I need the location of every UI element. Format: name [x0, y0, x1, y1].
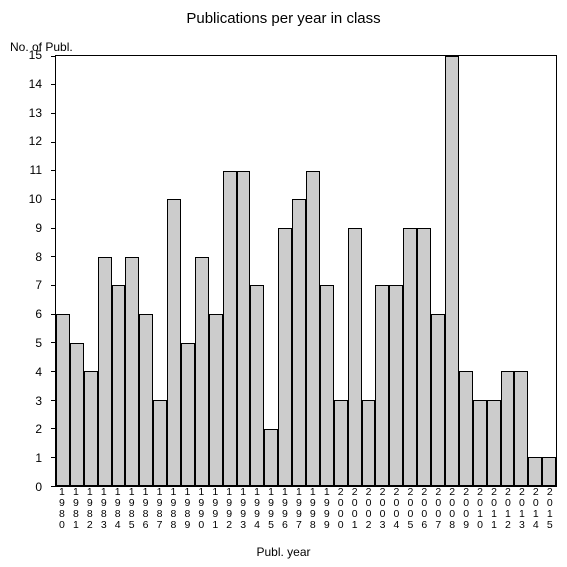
x-tick-label: 1992: [222, 487, 236, 531]
bar: [403, 228, 417, 486]
x-axis-title: Publ. year: [0, 545, 567, 559]
bar: [431, 314, 445, 486]
bar: [445, 56, 459, 486]
bar: [195, 257, 209, 486]
bar: [375, 285, 389, 486]
x-tick-label: 2007: [431, 487, 445, 531]
x-axis-labels: 1980198119821983198419851986198719881989…: [55, 487, 557, 531]
x-tick-label: 2015: [543, 487, 557, 531]
x-tick-label: 1999: [320, 487, 334, 531]
x-tick-label: 2012: [501, 487, 515, 531]
x-tick-label: 1984: [111, 487, 125, 531]
y-tick-label: 11: [30, 163, 42, 177]
bar: [237, 171, 251, 486]
x-tick-label: 1986: [139, 487, 153, 531]
bar: [264, 429, 278, 486]
bar: [389, 285, 403, 486]
bar: [98, 257, 112, 486]
x-tick-label: 1980: [55, 487, 69, 531]
y-tick-label: 9: [35, 221, 42, 235]
y-tick-label: 4: [35, 365, 42, 379]
plot-area: [55, 55, 557, 487]
bar: [250, 285, 264, 486]
y-tick-label: 2: [35, 422, 42, 436]
bar: [417, 228, 431, 486]
bar: [70, 343, 84, 486]
bar: [528, 457, 542, 486]
bar: [223, 171, 237, 486]
bar: [278, 228, 292, 486]
y-tick-label: 12: [29, 134, 42, 148]
bar: [320, 285, 334, 486]
y-axis-labels: 0123456789101112131415: [0, 55, 50, 487]
x-tick-label: 1981: [69, 487, 83, 531]
bar: [153, 400, 167, 486]
x-tick-label: 2002: [362, 487, 376, 531]
y-tick-label: 5: [35, 336, 42, 350]
y-tick-label: 6: [35, 307, 42, 321]
x-tick-label: 2011: [487, 487, 501, 531]
y-tick-label: 14: [29, 77, 42, 91]
bar: [514, 371, 528, 486]
x-tick-label: 2004: [390, 487, 404, 531]
bar: [487, 400, 501, 486]
y-tick-label: 10: [29, 192, 42, 206]
y-tick-label: 7: [35, 278, 42, 292]
x-tick-label: 2001: [348, 487, 362, 531]
chart-title: Publications per year in class: [0, 10, 567, 27]
x-tick-label: 1994: [250, 487, 264, 531]
bar: [292, 199, 306, 486]
y-tick-label: 1: [35, 451, 42, 465]
bars-group: [56, 56, 556, 486]
bar: [125, 257, 139, 486]
x-tick-label: 1993: [236, 487, 250, 531]
y-tick-label: 0: [35, 480, 42, 494]
bar: [348, 228, 362, 486]
x-tick-label: 1982: [83, 487, 97, 531]
x-tick-label: 1990: [194, 487, 208, 531]
y-tick-label: 13: [29, 106, 42, 120]
x-tick-label: 1996: [278, 487, 292, 531]
x-tick-label: 1983: [97, 487, 111, 531]
bar: [56, 314, 70, 486]
x-tick-label: 1997: [292, 487, 306, 531]
y-tick-label: 8: [35, 250, 42, 264]
x-tick-label: 1995: [264, 487, 278, 531]
x-tick-label: 1989: [180, 487, 194, 531]
x-tick-label: 1998: [306, 487, 320, 531]
bar: [501, 371, 515, 486]
x-tick-label: 2013: [515, 487, 529, 531]
bar: [84, 371, 98, 486]
bar: [167, 199, 181, 486]
x-tick-label: 2006: [417, 487, 431, 531]
x-tick-label: 1988: [167, 487, 181, 531]
x-tick-label: 2003: [376, 487, 390, 531]
bar: [473, 400, 487, 486]
bar: [139, 314, 153, 486]
x-tick-label: 1987: [153, 487, 167, 531]
x-tick-label: 1991: [208, 487, 222, 531]
bar: [209, 314, 223, 486]
bar: [362, 400, 376, 486]
x-tick-label: 1985: [125, 487, 139, 531]
bar: [306, 171, 320, 486]
bar: [181, 343, 195, 486]
y-tick-label: 15: [29, 48, 42, 62]
x-tick-label: 2010: [473, 487, 487, 531]
x-tick-label: 2009: [459, 487, 473, 531]
x-tick-label: 2008: [445, 487, 459, 531]
bar: [334, 400, 348, 486]
chart-container: Publications per year in class No. of Pu…: [0, 0, 567, 567]
bar: [112, 285, 126, 486]
bar: [542, 457, 556, 486]
x-tick-label: 2000: [334, 487, 348, 531]
bar: [459, 371, 473, 486]
y-tick-label: 3: [35, 394, 42, 408]
x-tick-label: 2014: [529, 487, 543, 531]
x-tick-label: 2005: [403, 487, 417, 531]
